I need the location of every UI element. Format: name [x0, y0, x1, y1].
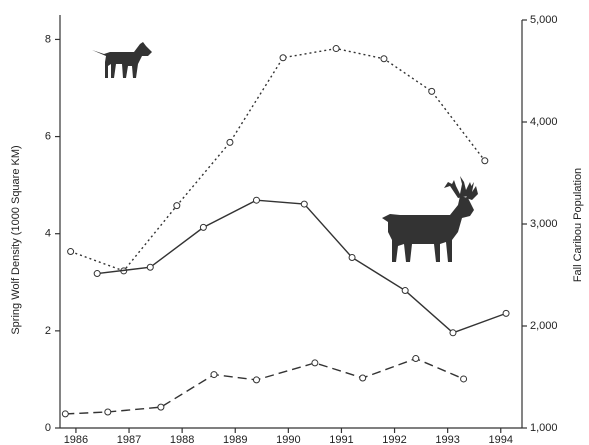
point	[300, 200, 308, 208]
y-tick-label: 0	[45, 422, 51, 434]
point	[332, 45, 340, 53]
point	[460, 375, 468, 383]
point	[412, 355, 420, 363]
point	[428, 87, 436, 95]
y2-tick-label: 3,000	[530, 218, 558, 230]
y-tick-label: 2	[45, 325, 51, 337]
point	[199, 223, 207, 231]
point	[401, 287, 409, 295]
point	[210, 371, 218, 379]
caribou-icon	[382, 176, 478, 262]
y-tick-label: 4	[45, 228, 51, 240]
point	[173, 202, 181, 210]
x-tick-label: 1990	[276, 434, 300, 445]
x-tick-label: 1991	[329, 434, 353, 445]
point	[146, 263, 154, 271]
point	[279, 54, 287, 62]
point	[252, 196, 260, 204]
point	[481, 157, 489, 165]
point	[348, 254, 356, 262]
point	[67, 248, 75, 256]
y2-tick-label: 1,000	[530, 422, 558, 434]
x-tick-label: 1988	[170, 434, 194, 445]
y-axis-label: Spring Wolf Density (1000 Square KM)	[10, 145, 22, 334]
y-tick-label: 8	[45, 33, 51, 45]
point	[311, 359, 319, 367]
wolf-icon	[92, 42, 152, 78]
y2-axis-label: Fall Caribou Population	[572, 168, 584, 282]
x-tick-label: 1987	[117, 434, 141, 445]
series-line	[65, 357, 464, 415]
point	[380, 55, 388, 63]
y-tick-label: 6	[45, 130, 51, 142]
point	[252, 376, 260, 384]
point	[502, 309, 510, 317]
point	[157, 403, 165, 411]
point	[359, 374, 367, 382]
point	[226, 138, 234, 146]
x-tick-label: 1989	[223, 434, 247, 445]
y2-tick-label: 5,000	[530, 14, 558, 26]
x-tick-label: 1993	[435, 434, 459, 445]
point	[93, 270, 101, 278]
point	[61, 410, 69, 418]
x-tick-label: 1994	[489, 434, 513, 445]
x-tick-label: 1992	[382, 434, 406, 445]
y2-tick-label: 2,000	[530, 320, 558, 332]
point	[104, 408, 112, 416]
x-tick-label: 1986	[64, 434, 88, 445]
y2-tick-label: 4,000	[530, 116, 558, 128]
point	[449, 329, 457, 337]
